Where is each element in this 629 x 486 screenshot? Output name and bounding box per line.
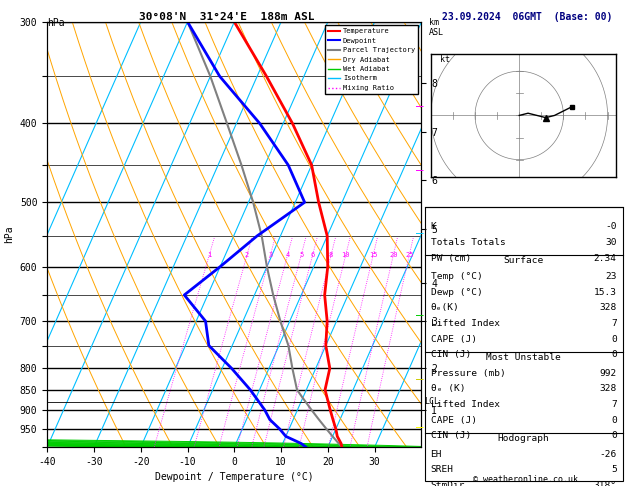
Text: 5: 5	[611, 465, 617, 474]
Text: Lifted Index: Lifted Index	[430, 400, 499, 409]
Text: CIN (J): CIN (J)	[430, 431, 470, 440]
Text: km
ASL: km ASL	[429, 18, 444, 37]
Text: LCL: LCL	[424, 398, 439, 406]
Text: kt: kt	[440, 55, 450, 65]
Text: 4: 4	[286, 252, 290, 258]
Text: PW (cm): PW (cm)	[430, 254, 470, 262]
Text: 15.3: 15.3	[594, 288, 617, 296]
Text: hPa: hPa	[47, 18, 65, 28]
Text: —: —	[416, 373, 424, 385]
Text: Pressure (mb): Pressure (mb)	[430, 368, 505, 378]
Text: 0: 0	[611, 334, 617, 344]
Text: -0: -0	[605, 222, 617, 231]
Text: CIN (J): CIN (J)	[430, 350, 470, 359]
Text: 30: 30	[605, 238, 617, 247]
Text: CAPE (J): CAPE (J)	[430, 334, 477, 344]
Text: StmDir: StmDir	[430, 481, 465, 486]
Text: K: K	[430, 222, 437, 231]
Text: 0: 0	[611, 350, 617, 359]
Text: -26: -26	[599, 450, 617, 459]
Text: 318°: 318°	[594, 481, 617, 486]
Text: 15: 15	[369, 252, 377, 258]
Text: Most Unstable: Most Unstable	[486, 353, 561, 362]
Text: 23: 23	[605, 272, 617, 281]
Text: 2.34: 2.34	[594, 254, 617, 262]
Text: 23.09.2024  06GMT  (Base: 00): 23.09.2024 06GMT (Base: 00)	[442, 12, 612, 22]
Text: θₑ(K): θₑ(K)	[430, 303, 459, 312]
Text: 25: 25	[405, 252, 414, 258]
Text: 0: 0	[611, 416, 617, 424]
Legend: Temperature, Dewpoint, Parcel Trajectory, Dry Adiabat, Wet Adiabat, Isotherm, Mi: Temperature, Dewpoint, Parcel Trajectory…	[325, 25, 418, 94]
Y-axis label: hPa: hPa	[4, 226, 14, 243]
X-axis label: Dewpoint / Temperature (°C): Dewpoint / Temperature (°C)	[155, 472, 314, 483]
Text: 328: 328	[599, 303, 617, 312]
Text: —: —	[416, 421, 424, 434]
Text: 328: 328	[599, 384, 617, 393]
Text: CAPE (J): CAPE (J)	[430, 416, 477, 424]
Text: Hodograph: Hodograph	[498, 434, 550, 443]
Text: 6: 6	[311, 252, 314, 258]
Text: —: —	[416, 310, 424, 322]
Text: 2: 2	[245, 252, 249, 258]
Text: Totals Totals: Totals Totals	[430, 238, 505, 247]
Text: —: —	[416, 227, 424, 240]
Text: 20: 20	[389, 252, 398, 258]
Text: 0: 0	[611, 431, 617, 440]
Text: SREH: SREH	[430, 465, 454, 474]
Text: © weatheronline.co.uk: © weatheronline.co.uk	[473, 474, 577, 484]
Text: 7: 7	[611, 400, 617, 409]
Text: Surface: Surface	[504, 256, 543, 265]
Text: 992: 992	[599, 368, 617, 378]
Text: EH: EH	[430, 450, 442, 459]
Text: Lifted Index: Lifted Index	[430, 319, 499, 328]
Text: 7: 7	[611, 319, 617, 328]
Text: 3: 3	[269, 252, 272, 258]
Text: 10: 10	[342, 252, 350, 258]
Text: θₑ (K): θₑ (K)	[430, 384, 465, 393]
Text: Temp (°C): Temp (°C)	[430, 272, 482, 281]
Text: —: —	[416, 164, 424, 176]
Text: 30°08'N  31°24'E  188m ASL: 30°08'N 31°24'E 188m ASL	[138, 12, 314, 22]
Text: 5: 5	[299, 252, 303, 258]
Text: —: —	[416, 101, 424, 113]
Text: 1: 1	[207, 252, 211, 258]
Text: 8: 8	[329, 252, 333, 258]
Text: Dewp (°C): Dewp (°C)	[430, 288, 482, 296]
